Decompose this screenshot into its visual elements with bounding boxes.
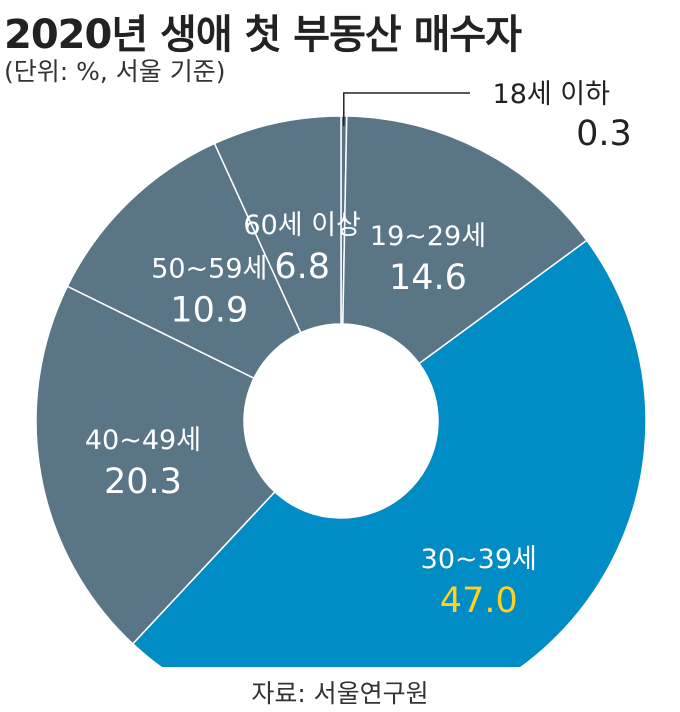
slice-60 (213, 115, 342, 334)
slice-label-19-29: 19~29세 (370, 221, 486, 252)
slice-value-50-59: 10.9 (170, 290, 248, 330)
slice-value-30-39: 47.0 (440, 581, 518, 621)
slice-label-40-49: 40~49세 (85, 425, 201, 456)
slice-label-30-39: 30~39세 (421, 544, 537, 575)
slice-label-60: 60세 이상 (243, 210, 360, 241)
slice-value-18: 0.3 (576, 114, 632, 154)
chart-subtitle: (단위: %, 서울 기준) (4, 57, 226, 86)
slice-19-29 (342, 115, 588, 365)
slice-value-40-49: 20.3 (104, 462, 182, 502)
slice-30-39 (131, 239, 647, 712)
chart-source: 자료: 서울연구원 (251, 679, 429, 708)
slice-label-50-59: 50~59세 (151, 253, 267, 284)
slice-value-19-29: 14.6 (389, 258, 467, 298)
leader-line (343, 92, 470, 127)
slice-40-49 (35, 285, 276, 645)
slice-50-59 (66, 142, 302, 380)
slice-value-60: 6.8 (274, 247, 330, 287)
bottom-cutoff (0, 667, 680, 712)
chart-title: 2020년 생애 첫 부동산 매수자 (4, 12, 522, 58)
slice-label-18: 18세 이하 (493, 79, 611, 110)
